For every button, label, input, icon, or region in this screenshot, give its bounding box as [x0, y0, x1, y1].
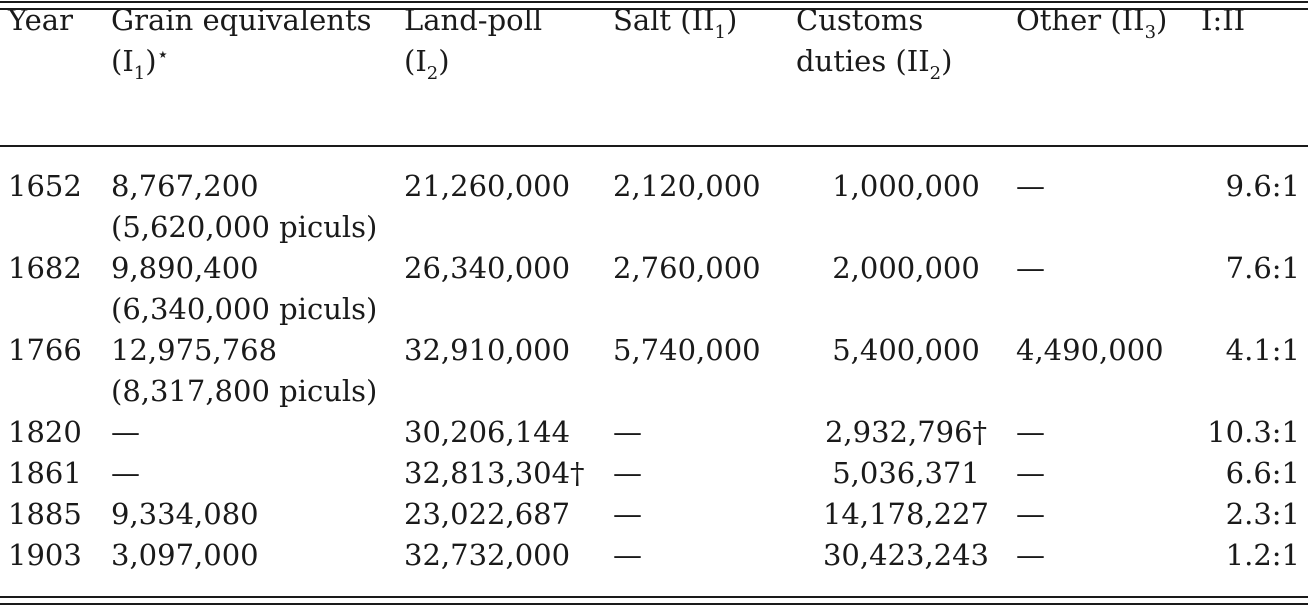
table-row: 1820 — 30,206,144 — 2,932,796† — 10.3:1	[0, 412, 1308, 453]
cell-customs: 2,932,796†	[824, 415, 988, 449]
cell-land-poll: 32,732,000	[404, 538, 571, 572]
cell-ratio: 1.2:1	[1225, 538, 1300, 572]
star-note-mark: ⋆	[156, 42, 170, 66]
cell-year: 1682	[8, 251, 82, 285]
top-rule-outer	[0, 1, 1308, 3]
cell-year: 1652	[8, 169, 82, 203]
table-body: 1652 8,767,200 (5,620,000 piculs) 21,260,…	[0, 147, 1308, 576]
cell-ratio: 10.3:1	[1207, 415, 1300, 449]
cell-land-poll: 23,022,687	[404, 497, 571, 531]
bottom-rule-inner	[0, 596, 1308, 598]
cell-year: 1820	[8, 415, 82, 449]
cell-customs: 5,036,371	[832, 456, 980, 490]
cell-land-poll: 21,260,000	[404, 169, 571, 203]
cell-ratio: 2.3:1	[1225, 497, 1300, 531]
cell-grain-note: (8,317,800 piculs)	[111, 374, 378, 408]
cell-year: 1903	[8, 538, 82, 572]
table-row: 1885 9,334,080 23,022,687 — 14,178,227 —…	[0, 494, 1308, 535]
cell-other: —	[1016, 169, 1045, 203]
cell-salt: 5,740,000	[613, 333, 761, 367]
cell-grain: 9,334,080	[111, 497, 259, 531]
table-header: Year Grain equivalents (I1)⋆ Land-poll (I2…	[0, 0, 1308, 147]
cell-grain-note: (5,620,000 piculs)	[111, 210, 378, 244]
header-salt: Salt (II1)	[613, 3, 738, 43]
header-ratio: I:II	[1201, 3, 1246, 37]
cell-other: —	[1016, 251, 1045, 285]
table-row: 1682 9,890,400 (6,340,000 piculs) 26,340,…	[0, 248, 1308, 330]
cell-land-poll: 32,813,304†	[404, 456, 585, 490]
cell-land-poll: 30,206,144	[404, 415, 571, 449]
bottom-rule-outer	[0, 603, 1308, 605]
cell-other: —	[1016, 415, 1045, 449]
cell-year: 1861	[8, 456, 82, 490]
cell-customs: 5,400,000	[832, 333, 980, 367]
cell-grain: —	[111, 456, 140, 490]
cell-year: 1885	[8, 497, 82, 531]
table-row: 1903 3,097,000 32,732,000 — 30,423,243 —…	[0, 535, 1308, 576]
cell-customs: 14,178,227	[822, 497, 990, 531]
header-rule	[0, 145, 1308, 147]
cell-grain: —	[111, 415, 140, 449]
cell-grain: 12,975,768 (8,317,800 piculs)	[111, 333, 378, 408]
cell-other: 4,490,000	[1016, 333, 1164, 367]
header-grain: Grain equivalents (I1)⋆	[111, 3, 372, 84]
cell-grain-note: (6,340,000 piculs)	[111, 292, 378, 326]
cell-land-poll: 32,910,000	[404, 333, 571, 367]
cell-customs: 2,000,000	[832, 251, 980, 285]
revenue-table: Year Grain equivalents (I1)⋆ Land-poll (I2…	[0, 0, 1308, 576]
cell-salt: 2,120,000	[613, 169, 761, 203]
cell-ratio: 7.6:1	[1225, 251, 1300, 285]
cell-customs: 30,423,243	[822, 538, 990, 572]
cell-ratio: 6.6:1	[1225, 456, 1300, 490]
cell-year: 1766	[8, 333, 82, 367]
cell-salt: 2,760,000	[613, 251, 761, 285]
cell-other: —	[1016, 456, 1045, 490]
table-row: 1652 8,767,200 (5,620,000 piculs) 21,260,…	[0, 147, 1308, 248]
cell-grain: 9,890,400 (6,340,000 piculs)	[111, 251, 378, 326]
header-row: Year Grain equivalents (I1)⋆ Land-poll (I2…	[0, 0, 1308, 147]
cell-salt: —	[613, 456, 642, 490]
cell-grain: 3,097,000	[111, 538, 259, 572]
cell-other: —	[1016, 538, 1045, 572]
cell-grain: 8,767,200 (5,620,000 piculs)	[111, 169, 378, 244]
cell-salt: —	[613, 538, 642, 572]
cell-customs: 1,000,000	[832, 169, 980, 203]
table-row: 1861 — 32,813,304† — 5,036,371 — 6.6:1	[0, 453, 1308, 494]
header-year: Year	[8, 3, 73, 37]
cell-other: —	[1016, 497, 1045, 531]
header-other: Other (II3)	[1016, 3, 1168, 43]
top-rule-inner	[0, 8, 1308, 10]
cell-salt: —	[613, 497, 642, 531]
cell-ratio: 4.1:1	[1225, 333, 1300, 367]
header-customs: Customs duties (II2)	[796, 3, 953, 84]
cell-ratio: 9.6:1	[1225, 169, 1300, 203]
header-land-poll: Land-poll (I2)	[404, 3, 543, 84]
cell-land-poll: 26,340,000	[404, 251, 571, 285]
cell-salt: —	[613, 415, 642, 449]
table-row: 1766 12,975,768 (8,317,800 piculs) 32,910…	[0, 330, 1308, 412]
